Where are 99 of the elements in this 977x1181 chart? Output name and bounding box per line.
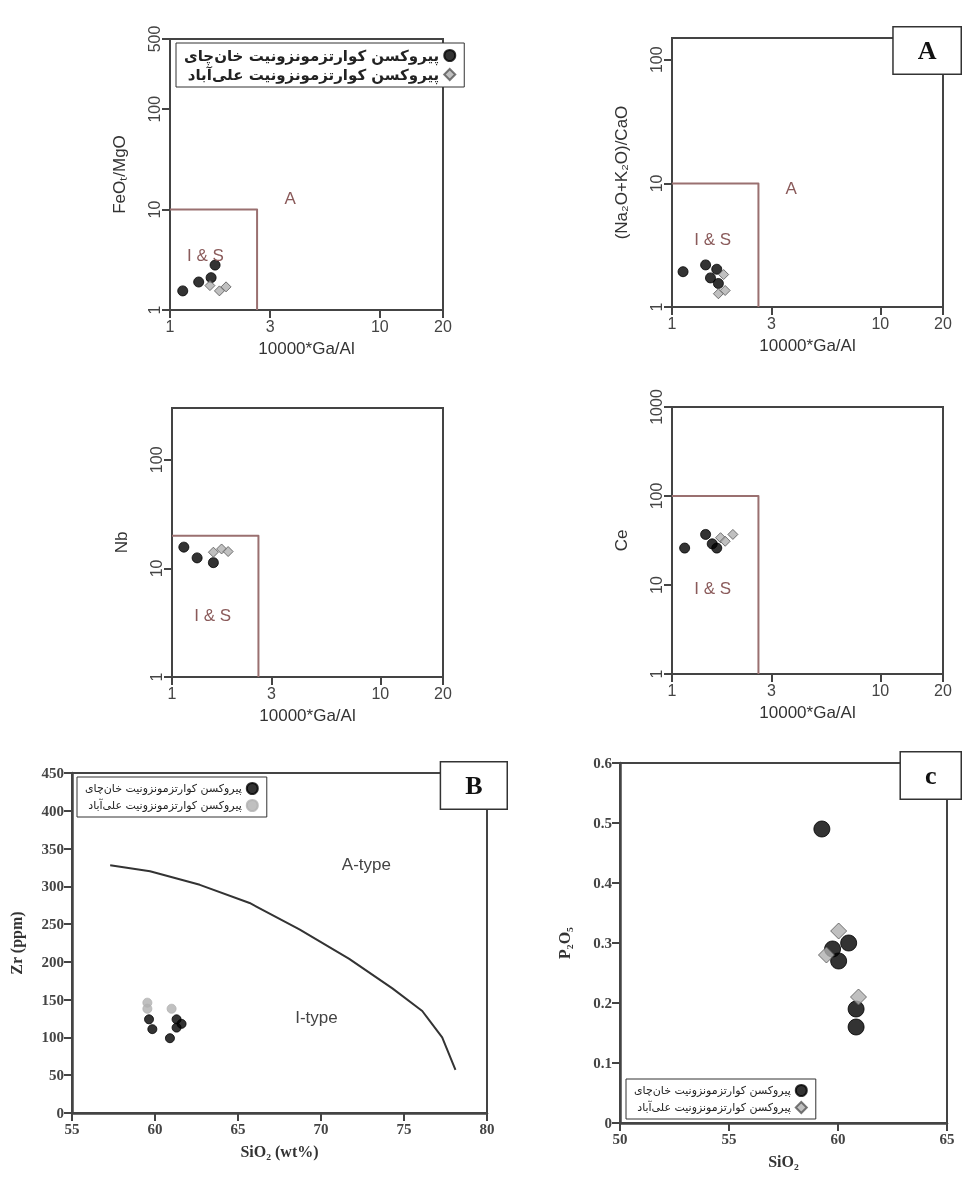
point (817, 946, 835, 964)
y-axis-title: Nb (112, 531, 131, 554)
y-tick-label: 1 (647, 669, 665, 679)
x-axis-title: SiO₂ (wt%) (240, 1142, 319, 1161)
legend-label: پیروکسن کوارتزمونزونیت خان‌چای (84, 782, 242, 795)
y-tick-label: 0 (56, 1105, 64, 1121)
y-tick-label: 0.3 (593, 935, 612, 951)
chart-title: c (924, 761, 937, 790)
y-tick-label: 1 (147, 672, 165, 682)
y-tick-label: 1 (647, 302, 665, 312)
y-tick-label: 10 (147, 559, 165, 578)
x-tick-label: 10 (370, 317, 389, 335)
x-axis-title: 10000*Ga/Al (259, 706, 356, 725)
x-tick-label: 55 (64, 1120, 80, 1137)
x-tick-label: 50 (612, 1130, 628, 1147)
y-tick-label: 100 (145, 95, 163, 123)
y-axis-title: Ce (612, 529, 631, 552)
x-tick-label: 60 (830, 1130, 846, 1147)
x-tick-label: 20 (434, 317, 452, 335)
point (147, 1024, 158, 1035)
x-tick-label: 3 (766, 681, 776, 699)
annotation: I-type (295, 1008, 338, 1028)
x-axis-title: 10000*Ga/Al (759, 703, 856, 722)
y-axis-title: (Na₂O+K₂O)/CaO (612, 105, 631, 240)
y-tick-label: 100 (41, 1029, 64, 1046)
annotation: A (284, 189, 297, 209)
annotation: I & S (187, 246, 224, 266)
chart-title: A (917, 36, 937, 65)
x-tick-label: 1 (667, 681, 677, 699)
point (813, 820, 831, 838)
legend-label: پیروکسن کوارتزمونزونیت علی‌آباد (637, 1100, 791, 1114)
point (142, 1003, 153, 1014)
x-tick-label: 65 (230, 1120, 246, 1137)
annotation: I & S (194, 605, 232, 625)
x-tick-label: 20 (934, 314, 952, 332)
x-tick-label: 1 (667, 314, 677, 332)
chart-title: B (465, 771, 483, 800)
point (164, 1033, 175, 1044)
point (847, 1000, 865, 1018)
y-tick-label: 0 (604, 1115, 612, 1131)
x-tick-label: 80 (479, 1120, 495, 1137)
y-tick-label: 0.2 (593, 995, 612, 1011)
y-tick-label: 450 (41, 765, 64, 781)
y-tick-label: 100 (647, 482, 665, 510)
x-tick-label: 10 (871, 314, 890, 332)
x-tick-label: 60 (147, 1120, 163, 1137)
y-axis-title: FeOₜ/MgO (110, 135, 129, 214)
y-tick-label: 500 (145, 25, 163, 53)
x-axis-title: 10000*Ga/Al (759, 336, 856, 355)
point (847, 1018, 865, 1036)
x-tick-label: 3 (766, 314, 776, 332)
x-tick-label: 3 (266, 684, 276, 702)
annotation: I & S (694, 579, 732, 599)
x-tick-label: 75 (396, 1120, 412, 1137)
y-tick-label: 400 (41, 802, 64, 819)
y-tick-label: 0.1 (593, 1055, 612, 1071)
annotation: A-type (341, 855, 391, 875)
y-tick-label: 100 (647, 46, 665, 74)
y-tick-label: 100 (147, 446, 165, 474)
x-tick-label: 1 (167, 684, 177, 702)
x-tick-label: 20 (934, 681, 952, 699)
x-tick-label: 10 (371, 684, 390, 702)
y-tick-label: 0.4 (593, 875, 613, 891)
legend-label: پیروکسن کوارتزمونزونیت علی‌آباد (187, 65, 440, 85)
y-tick-label: 300 (41, 878, 64, 895)
x-tick-label: 70 (313, 1120, 329, 1137)
y-tick-label: 10 (647, 174, 665, 193)
y-tick-label: 350 (41, 840, 64, 857)
x-tick-label: 20 (434, 684, 452, 702)
point (840, 934, 858, 952)
x-axis-title: SiO₂ (768, 1152, 799, 1170)
x-tick-label: 55 (721, 1130, 737, 1147)
y-tick-label: 0.6 (593, 755, 613, 771)
point (176, 1018, 187, 1029)
x-tick-label: 3 (265, 317, 275, 335)
y-tick-label: 150 (41, 991, 64, 1008)
y-tick-label: 10 (647, 576, 665, 594)
x-tick-label: 10 (871, 681, 890, 699)
point (144, 1014, 155, 1025)
y-tick-label: 0.5 (593, 815, 612, 831)
y-tick-label: 1 (145, 305, 163, 315)
point (166, 1003, 177, 1014)
legend-label: پیروکسن کوارتزمونزونیت خان‌چای (183, 46, 440, 66)
point (830, 922, 848, 940)
legend-label: پیروکسن کوارتزمونزونیت علی‌آباد (88, 798, 242, 812)
point (849, 988, 867, 1006)
y-tick-label: 50 (49, 1067, 64, 1084)
legend-label: پیروکسن کوارتزمونزونیت خان‌چای (633, 1084, 791, 1097)
x-axis-title: 10000*Ga/Al (258, 339, 355, 358)
y-axis-title: P₂O₅ (555, 926, 573, 959)
annotation: A (785, 179, 798, 199)
annotation: I & S (694, 230, 732, 250)
y-tick-label: 1000 (647, 389, 665, 425)
y-axis-title: Zr (ppm) (7, 911, 26, 975)
x-tick-label: 65 (939, 1130, 955, 1147)
y-tick-label: 200 (41, 953, 64, 970)
point (830, 952, 848, 970)
y-tick-label: 250 (41, 916, 64, 933)
y-tick-label: 10 (145, 200, 163, 219)
